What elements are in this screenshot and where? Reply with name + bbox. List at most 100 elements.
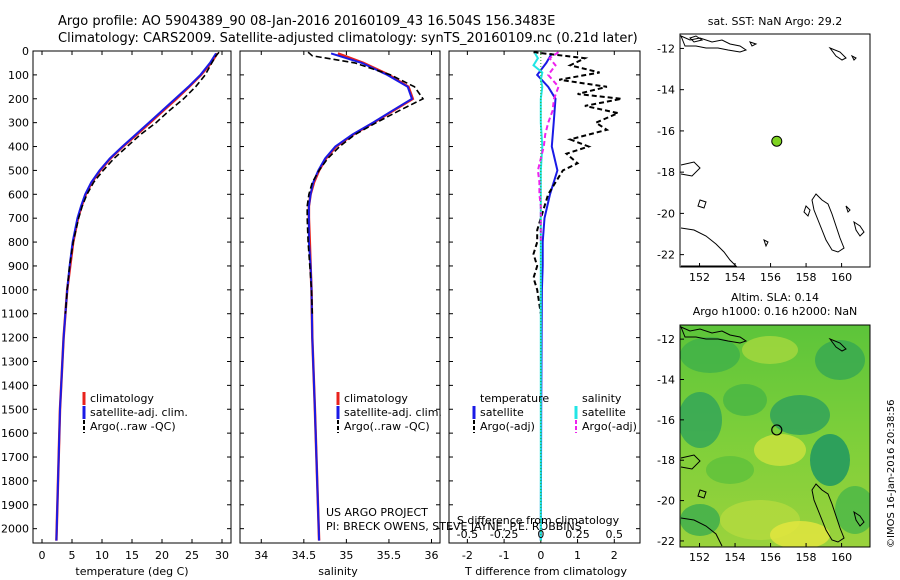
argo-location-marker: [771, 135, 783, 147]
series-satellite-adj-clim-: [307, 52, 414, 541]
depth-tick-label: 1600: [1, 427, 29, 440]
map-y-tick-label: -12: [657, 42, 675, 55]
legend-temperature-header: temperature: [480, 392, 549, 405]
legend-t-satellite: satellite: [480, 406, 524, 419]
map-y-tick-label: -14: [657, 373, 675, 386]
x-tick-label: 35: [339, 549, 353, 562]
depth-tick-label: 400: [8, 141, 29, 154]
series-salinity-argo-adj-: [536, 51, 560, 243]
series-climatology: [55, 52, 219, 541]
map-y-tick-label: -12: [657, 333, 675, 346]
depth-tick-label: 1200: [1, 332, 29, 345]
x-tick-label: 10: [95, 549, 109, 562]
difference-panel: -2 -1 0 1 2 temperature satellite Argo(-adj)…: [448, 50, 641, 578]
top-tick-label: -0.5: [457, 528, 478, 541]
sst-map-title: sat. SST: NaN Argo: 29.2: [708, 15, 842, 28]
salinity-xlabel: salinity: [318, 565, 358, 578]
credit-line1: US ARGO PROJECT: [326, 506, 428, 519]
depth-tick-label: 300: [8, 117, 29, 130]
imos-stamp: ©IMOS 16-Jan-2016 20:38:56: [886, 400, 897, 548]
depth-tick-label: 700: [8, 212, 29, 225]
map-x-tick-label: 152: [689, 271, 710, 284]
x-tick-label: 0: [537, 549, 544, 562]
sst-map: sat. SST: NaN Argo: 29.2 152 154 156 158 160…: [657, 15, 871, 284]
depth-tick-label: 1000: [1, 284, 29, 297]
legend-t-argo: Argo(-adj): [480, 420, 535, 433]
depth-tick-label: 1500: [1, 403, 29, 416]
map-x-tick-label: 156: [760, 271, 781, 284]
map-x-tick-label: 158: [796, 551, 817, 564]
map-x-tick-label: 156: [760, 551, 781, 564]
sst-map-frame: [679, 33, 871, 268]
top-tick-label: 0.25: [565, 528, 590, 541]
map-y-tick-label: -18: [657, 166, 675, 179]
top-tick-label: 0: [537, 528, 544, 541]
x-tick-label: 5: [69, 549, 76, 562]
header-line1: Argo profile: AO 5904389_90 08-Jan-2016 …: [58, 14, 555, 29]
depth-tick-label: 100: [8, 69, 29, 82]
sla-coastlines: [680, 326, 865, 547]
depth-tick-label: 1300: [1, 355, 29, 368]
depth-tick-label: 2000: [1, 523, 29, 536]
series-temperature-argo-adj-: [532, 51, 622, 314]
depth-tick-label: 1800: [1, 475, 29, 488]
depth-tick-label: 200: [8, 93, 29, 106]
x-tick-label: 35.5: [377, 549, 402, 562]
x-tick-label: 30: [215, 549, 229, 562]
sla-heatmap: [680, 325, 870, 547]
legend-argo: Argo(..raw -QC): [344, 420, 430, 433]
sst-coastlines: [680, 35, 865, 267]
temperature-panel: 0100200300400500600700800900100011001200…: [1, 45, 232, 578]
map-x-tick-label: 154: [725, 271, 746, 284]
sla-map: Altim. SLA: 0.14 Argo h1000: 0.16 h2000:…: [657, 291, 871, 564]
header-line2: Climatology: CARS2009. Satellite-adjuste…: [58, 31, 638, 46]
top-axis-label: S difference from climatology: [457, 514, 620, 527]
argo-location-marker: [771, 424, 783, 436]
sla-map-frame: [679, 324, 871, 548]
depth-tick-label: 1900: [1, 499, 29, 512]
salinity-panel: 34 34.5 35 35.5 36 climatology satellite-adj…: [239, 50, 582, 578]
map-x-tick-label: 160: [831, 551, 852, 564]
legend-satellite: satellite-adj. clim.: [90, 406, 188, 419]
series-argo-raw-qc-: [306, 51, 425, 314]
map-y-tick-label: -14: [657, 84, 675, 97]
temperature-axes-frame: [32, 50, 232, 544]
x-tick-label: 15: [125, 549, 139, 562]
temperature-legend: climatology satellite-adj. clim. Argo(..…: [82, 392, 188, 433]
sla-map-title2: Argo h1000: 0.16 h2000: NaN: [693, 305, 858, 318]
map-x-tick-label: 152: [689, 551, 710, 564]
depth-tick-label: 1100: [1, 308, 29, 321]
legend-s-argo: Argo(-adj): [582, 420, 637, 433]
x-tick-label: 1: [574, 549, 581, 562]
map-y-tick-label: -22: [657, 249, 675, 262]
map-y-tick-label: -22: [657, 535, 675, 548]
legend-satellite: satellite-adj. clim.: [344, 406, 442, 419]
x-tick-label: 0: [39, 549, 46, 562]
x-tick-label: 25: [185, 549, 199, 562]
depth-tick-label: 500: [8, 164, 29, 177]
map-y-tick-label: -16: [657, 125, 675, 138]
depth-tick-label: 1400: [1, 379, 29, 392]
map-y-tick-label: -20: [657, 495, 675, 508]
depth-tick-label: 0: [22, 45, 29, 58]
difference-xlabel: T difference from climatology: [464, 565, 627, 578]
temperature-xlabel: temperature (deg C): [75, 565, 188, 578]
top-tick-label: 0.5: [606, 528, 624, 541]
salinity-legend: climatology satellite-adj. clim. Argo(..…: [336, 392, 442, 433]
map-x-tick-label: 160: [831, 271, 852, 284]
x-tick-label: 34: [254, 549, 268, 562]
difference-axes-frame: [448, 50, 641, 544]
map-y-tick-label: -18: [657, 454, 675, 467]
top-tick-label: -0.25: [490, 528, 518, 541]
difference-legend: temperature satellite Argo(-adj) salinit…: [472, 392, 637, 433]
depth-tick-label: 800: [8, 236, 29, 249]
series-argo-raw-qc-: [64, 51, 220, 314]
legend-s-satellite: satellite: [582, 406, 626, 419]
legend-salinity-header: salinity: [582, 392, 622, 405]
series-climatology: [307, 52, 415, 541]
map-y-tick-label: -16: [657, 414, 675, 427]
credit-line2: PI: BRECK OWENS, STEVE JAYNE, P.E. ROBBI…: [326, 520, 582, 533]
x-tick-label: 2: [611, 549, 618, 562]
map-x-tick-label: 154: [725, 551, 746, 564]
